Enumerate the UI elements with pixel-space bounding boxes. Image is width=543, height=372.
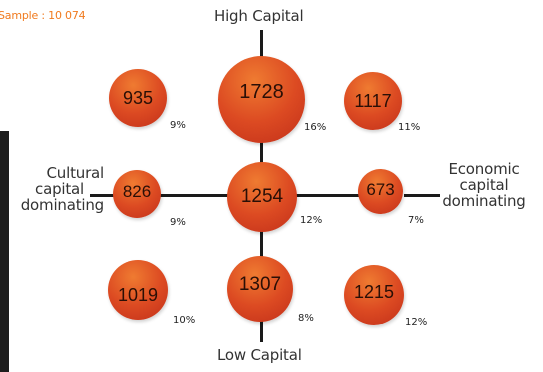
node-middle-left: 826	[113, 170, 161, 218]
node-percent: 10%	[173, 315, 196, 326]
node-percent: 12%	[300, 215, 323, 226]
node-percent: 9%	[170, 217, 186, 228]
axis-label-right: Economic capital dominating	[434, 161, 534, 210]
node-bottom-right: 1215	[344, 265, 404, 325]
node-percent: 12%	[405, 317, 428, 328]
node-count: 1019	[117, 284, 159, 305]
node-top-right: 1117	[344, 72, 402, 130]
node-count: 826	[122, 182, 152, 201]
axis-label-bottom: Low Capital	[217, 346, 302, 364]
axis-label-top: High Capital	[214, 7, 304, 25]
node-percent: 16%	[304, 122, 327, 133]
horizontal-axis-left	[90, 194, 115, 197]
node-bottom-left: 1019	[108, 260, 168, 320]
node-count: 673	[366, 179, 395, 199]
left-edge-bar	[0, 131, 9, 372]
sample-label: Sample : 10 074	[0, 9, 86, 22]
vertical-axis-bottom	[260, 310, 263, 342]
node-center: 1254	[227, 162, 297, 232]
node-percent: 11%	[398, 122, 421, 133]
axis-label-left: Cultural capital dominating	[18, 165, 104, 214]
node-top-left: 935	[109, 69, 167, 127]
axis-label-left-line-3: dominating	[20, 196, 104, 215]
axis-label-right-line-1: Economic	[448, 160, 520, 178]
axis-label-right-line-3: dominating	[442, 192, 526, 211]
node-count: 1307	[238, 274, 282, 295]
node-bottom-center: 1307	[227, 256, 293, 322]
node-count: 1215	[353, 281, 395, 302]
vertical-axis-top	[260, 30, 263, 60]
node-count: 935	[122, 87, 154, 108]
horizontal-axis-right	[404, 194, 440, 197]
node-percent: 9%	[170, 120, 186, 131]
node-middle-right: 673	[358, 169, 403, 214]
axis-label-left-line-2: capital	[35, 180, 84, 199]
axis-label-left-line-1: Cultural	[46, 164, 105, 182]
node-top-center: 1728	[218, 56, 305, 143]
node-count: 1117	[354, 90, 392, 111]
node-percent: 8%	[298, 313, 314, 324]
axis-label-right-line-2: capital	[459, 176, 509, 195]
node-percent: 7%	[408, 215, 424, 226]
node-count: 1728	[239, 81, 284, 103]
node-count: 1254	[240, 186, 284, 207]
